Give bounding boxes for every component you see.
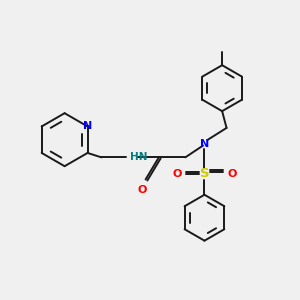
Text: O: O — [227, 169, 236, 178]
Text: O: O — [137, 185, 147, 195]
Text: O: O — [172, 169, 182, 178]
Text: HN: HN — [130, 152, 148, 162]
Text: N: N — [200, 139, 209, 148]
Text: N: N — [83, 122, 92, 131]
Text: S: S — [200, 167, 209, 180]
